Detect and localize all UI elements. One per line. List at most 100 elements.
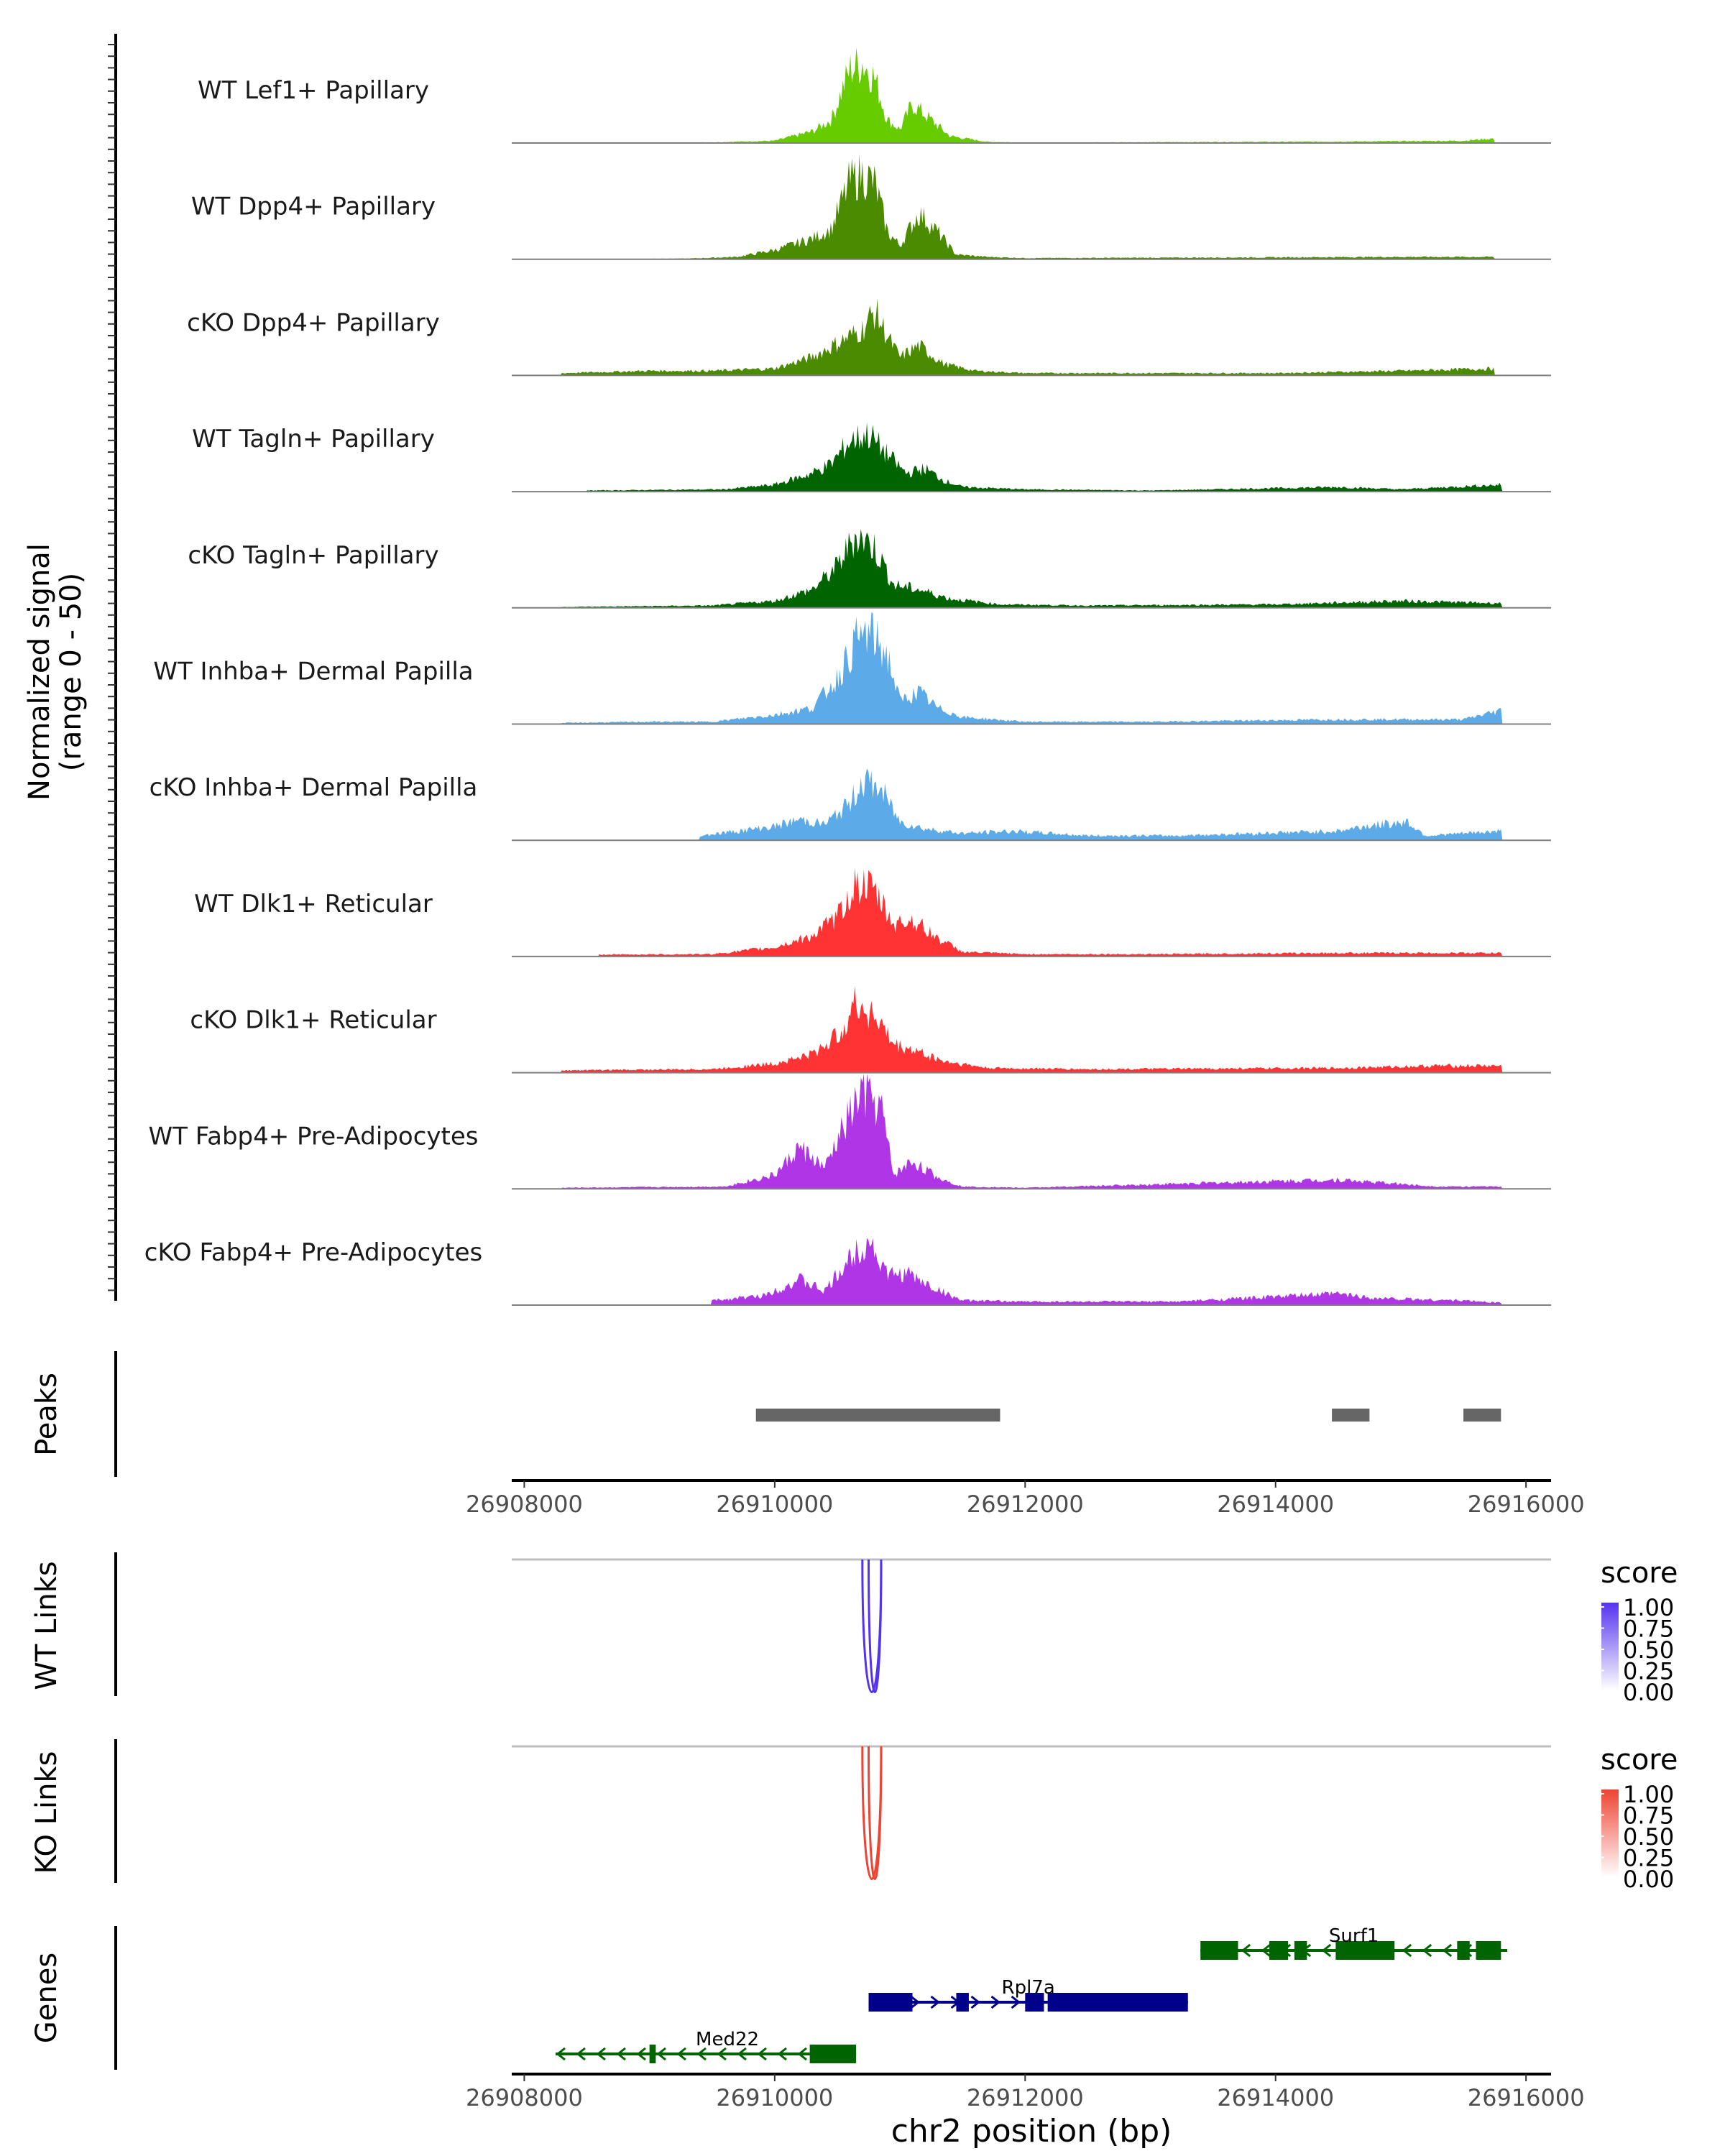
strand-arrow: [757, 2047, 767, 2061]
coverage-area-cko-tagln-papillary: [512, 529, 1527, 608]
x-tick-label: 26910000: [716, 1491, 833, 1518]
wt-links-label: WT Links: [30, 1561, 63, 1690]
genes-label: Genes: [30, 1953, 63, 2043]
track-label-cko-dpp4-papillary: cKO Dpp4+ Papillary: [187, 308, 440, 337]
link-arc-2: [868, 1559, 883, 1693]
strand-arrow: [696, 2047, 707, 2061]
gene-name-label: Surf1: [1329, 1925, 1379, 1947]
x-tick-label: 26910000: [716, 2084, 833, 2111]
track-label-wt-dpp4-papillary: WT Dpp4+ Papillary: [191, 193, 436, 221]
exon: [649, 2045, 656, 2063]
coverage-area-wt-lef1-papillary: [512, 47, 1527, 143]
coverage-area-wt-dpp4-papillary: [512, 154, 1527, 259]
track-label-cko-tagln-papillary: cKO Tagln+ Papillary: [188, 541, 438, 570]
track-cko-dlk1-reticular: cKO Dlk1+ Reticular: [190, 985, 1551, 1074]
track-cko-fabp4-pre-adipocytes: cKO Fabp4+ Pre-Adipocytes: [144, 1238, 1551, 1306]
strand-arrow: [990, 1995, 1000, 2009]
y-label-line-1: Normalized signal: [23, 543, 56, 801]
legend-tick-label: 1.00: [1623, 1781, 1674, 1808]
x-tick-label: 26914000: [1217, 2084, 1334, 2111]
exon: [1294, 1941, 1307, 1960]
strand-arrow: [1442, 1943, 1453, 1958]
track-wt-dlk1-reticular: WT Dlk1+ Reticular: [194, 867, 1551, 957]
exon: [956, 1993, 969, 2012]
x-axis-title: chr2 position (bp): [891, 2113, 1172, 2150]
coverage-area-wt-dlk1-reticular: [512, 867, 1527, 957]
strand-arrow: [737, 2047, 747, 2061]
strand-arrow: [717, 2047, 727, 2061]
peak-bar-3: [1463, 1409, 1501, 1422]
legend-tick-label: 0.25: [1623, 1845, 1674, 1872]
coverage-tracks: WT Lef1+ Papillary WT Dpp4+ Papillary cKO …: [144, 47, 1551, 1306]
track-cko-inhba-dermal-papilla: cKO Inhba+ Dermal Papilla: [150, 768, 1551, 842]
track-label-wt-inhba-dermal-papilla: WT Inhba+ Dermal Papilla: [153, 658, 473, 686]
strand-arrow: [1321, 1943, 1332, 1958]
coverage-area-cko-dlk1-reticular: [512, 985, 1527, 1073]
ko-links-label: KO Links: [30, 1751, 63, 1874]
track-label-wt-tagln-papillary: WT Tagln+ Papillary: [192, 425, 435, 453]
track-label-cko-inhba-dermal-papilla: cKO Inhba+ Dermal Papilla: [150, 773, 478, 802]
x-tick-label: 26912000: [967, 2084, 1084, 2111]
strand-arrow: [616, 2047, 626, 2061]
coverage-area-wt-inhba-dermal-papilla: [512, 612, 1527, 724]
peak-bar-1: [755, 1409, 1000, 1422]
legend-colorbar: [1601, 1789, 1619, 1877]
exon: [1047, 1993, 1188, 2012]
strand-arrow: [676, 2047, 686, 2061]
gene-surf1: Surf1: [1200, 1925, 1508, 1960]
exon: [868, 1993, 913, 2012]
exon: [1476, 1941, 1501, 1960]
strand-arrow: [930, 1995, 940, 2009]
x-axis-lower: 26908000 26910000 26912000 26914000 26916000: [466, 2073, 1585, 2111]
strand-arrow: [1011, 1995, 1021, 2009]
strand-arrow: [636, 2047, 646, 2061]
strand-arrow: [596, 2047, 606, 2061]
peaks-label: Peaks: [30, 1373, 63, 1456]
exon: [1269, 1941, 1289, 1960]
track-wt-tagln-papillary: WT Tagln+ Papillary: [192, 422, 1551, 493]
gene-rpl7a: Rpl7a: [868, 1977, 1188, 2012]
gene-med22: Med22: [555, 2029, 857, 2063]
x-tick-label: 26908000: [466, 1491, 583, 1518]
legend-tick-label: 0.50: [1623, 1636, 1674, 1664]
track-cko-dpp4-papillary: cKO Dpp4+ Papillary: [187, 298, 1551, 377]
strand-arrow: [576, 2047, 586, 2061]
track-wt-inhba-dermal-papilla: WT Inhba+ Dermal Papilla: [153, 612, 1551, 725]
coverage-area-cko-dpp4-papillary: [512, 298, 1527, 376]
exon: [809, 2045, 857, 2063]
x-tick-label: 26914000: [1217, 1491, 1334, 1518]
x-axis-upper: 26908000 26910000 26912000 26914000 26916000: [466, 1479, 1585, 1518]
track-wt-dpp4-papillary: WT Dpp4+ Papillary: [191, 154, 1551, 260]
track-label-wt-dlk1-reticular: WT Dlk1+ Reticular: [194, 890, 433, 918]
strand-arrow: [1241, 1943, 1251, 1958]
legend-tick-label: 0.75: [1623, 1802, 1674, 1830]
track-label-cko-fabp4-pre-adipocytes: cKO Fabp4+ Pre-Adipocytes: [144, 1238, 483, 1267]
coverage-area-cko-inhba-dermal-papilla: [512, 768, 1527, 841]
y-label-line-2: (range 0 - 50): [55, 573, 88, 771]
legend-tick-label: 0.00: [1623, 1679, 1674, 1706]
legend-title: score: [1601, 1743, 1678, 1777]
wt-links-panel: WT Links score 1.000.750.500.250.00: [30, 1552, 1678, 1706]
exon: [1457, 1941, 1470, 1960]
strand-arrow: [970, 1995, 980, 2009]
coverage-area-wt-fabp4-pre-adipocytes: [512, 1074, 1527, 1189]
legend-tick-label: 0.25: [1623, 1658, 1674, 1685]
peak-bar-2: [1332, 1409, 1370, 1422]
score-legend: score 1.000.750.500.250.00: [1601, 1557, 1678, 1706]
coverage-y-label: Normalized signal (range 0 - 50): [23, 543, 88, 801]
x-tick-label: 26916000: [1468, 1491, 1585, 1518]
strand-arrow: [797, 2047, 807, 2061]
gene-models: Surf1 Rpl7a Med22: [555, 1925, 1508, 2063]
exon: [1025, 1993, 1044, 2012]
x-tick-label: 26916000: [1468, 2084, 1585, 2111]
track-label-wt-fabp4-pre-adipocytes: WT Fabp4+ Pre-Adipocytes: [149, 1122, 479, 1151]
gene-name-label: Rpl7a: [1002, 1977, 1055, 1999]
coverage-area-cko-fabp4-pre-adipocytes: [512, 1238, 1527, 1305]
track-wt-fabp4-pre-adipocytes: WT Fabp4+ Pre-Adipocytes: [149, 1074, 1551, 1190]
track-wt-lef1-papillary: WT Lef1+ Papillary: [198, 47, 1551, 144]
strand-arrow: [1402, 1943, 1412, 1958]
peak-bars: [755, 1409, 1501, 1422]
score-legend: score 1.000.750.500.250.00: [1601, 1743, 1678, 1893]
strand-arrow: [777, 2047, 787, 2061]
